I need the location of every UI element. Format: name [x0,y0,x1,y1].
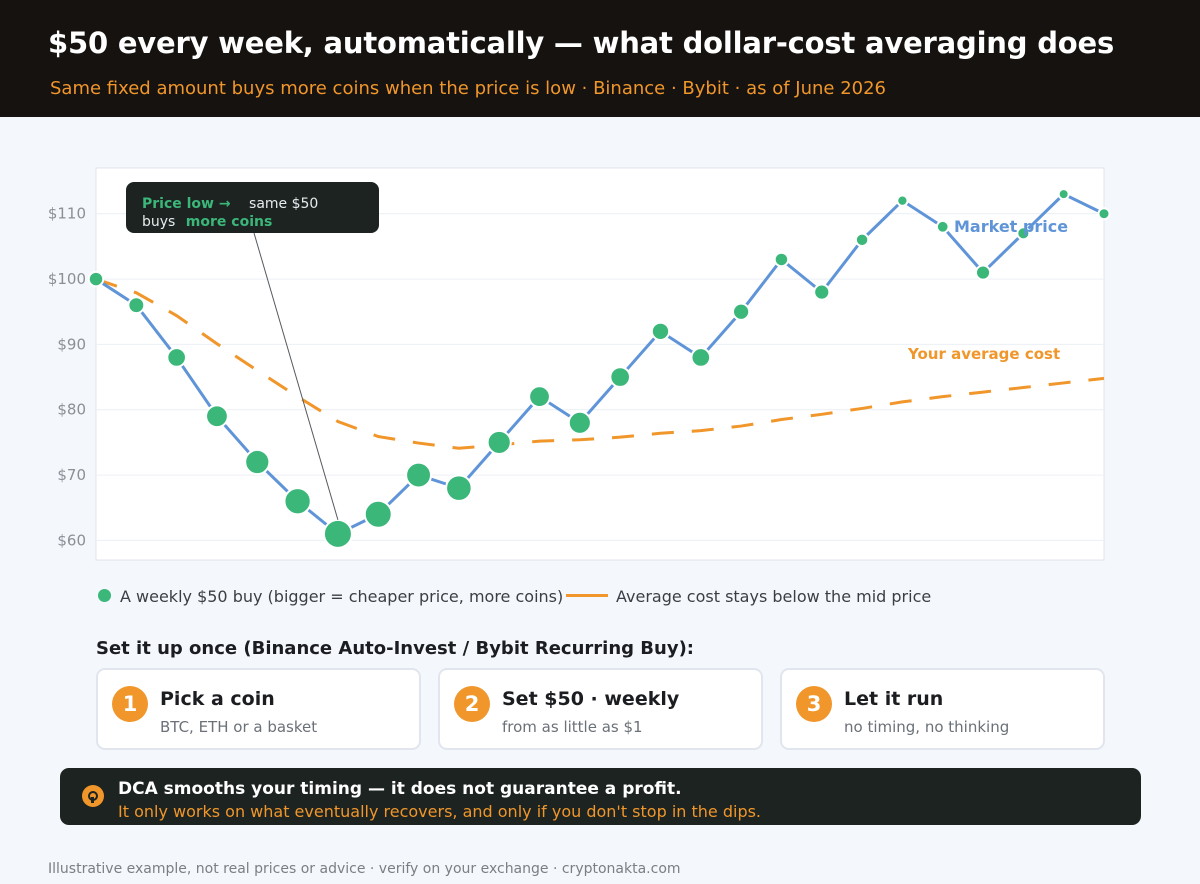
buy-point [567,410,592,435]
y-tick-label: $60 [57,531,86,549]
buy-point [486,429,512,455]
y-tick-label: $70 [57,466,86,484]
buy-point [405,461,433,489]
buy-point [854,232,870,248]
buy-point [974,264,992,281]
page-subtitle: Same fixed amount buys more coins when t… [50,78,886,99]
step-number: 1 [112,686,148,722]
page-title: $50 every week, automatically — what dol… [48,26,1115,60]
step-description: no timing, no thinking [844,718,1010,736]
buy-point [528,385,551,409]
lightbulb-icon [82,785,104,807]
average-cost-series [95,277,1105,450]
average-cost-line [95,277,1105,450]
warning-title: DCA smooths your timing — it does not gu… [118,779,682,799]
buy-point [322,518,353,549]
buy-point [1097,207,1111,221]
step-number: 2 [454,686,490,722]
buy-point [87,270,105,288]
annotation-same-amount: same $50 [249,196,318,212]
price-low-annotation: Price low → same $50 buys more coins [126,182,379,521]
buy-point [205,404,229,429]
buy-point [1057,188,1070,201]
header: $50 every week, automatically — what dol… [0,0,1200,117]
y-tick-label: $90 [57,335,86,353]
plot-area [95,167,1105,561]
legend-buy-marker [98,589,111,602]
step-title: Set $50 · weekly [502,688,680,710]
buy-point [127,296,146,315]
step-title: Let it run [844,688,944,710]
y-tick-label: $110 [48,205,86,223]
y-tick-label: $80 [57,401,86,419]
buy-point [166,347,187,368]
buy-point [732,302,751,321]
buy-points [87,188,1111,549]
buy-point [609,366,632,388]
step-card-set-amount: 2 Set $50 · weekly from as little as $1 [438,668,763,750]
annotation-line1: Price low → same $50 [142,196,318,212]
step-card-let-it-run: 3 Let it run no timing, no thinking [780,668,1105,750]
setup-title: Set it up once (Binance Auto-Invest / By… [96,638,694,659]
dca-chart: $60 $70 $80 $90 $100 $110 Market price Your av… [48,167,1111,561]
buy-point [896,194,909,207]
footer-disclaimer: Illustrative example, not real prices or… [48,861,681,877]
buy-point [650,321,671,341]
warning-subtitle: It only works on what eventually recover… [118,802,762,821]
warning-banner: DCA smooths your timing — it does not gu… [60,768,1141,825]
y-axis-ticks: $60 $70 $80 $90 $100 $110 [48,205,86,550]
average-cost-label: Your average cost [907,345,1060,363]
buy-point [283,487,312,516]
buy-point [690,347,712,368]
annotation-line2: buys more coins [142,214,272,230]
step-title: Pick a coin [160,688,275,710]
buy-point [445,474,473,502]
legend-average-marker [566,594,608,597]
buy-point [773,251,790,268]
buy-point [935,219,950,234]
y-tick-label: $100 [48,270,86,288]
buy-point [813,283,831,301]
annotation-price-low: Price low → [142,196,231,212]
legend-average-label: Average cost stays below the mid price [616,587,932,606]
step-description: from as little as $1 [502,718,643,736]
annotation-more-coins: more coins [186,214,273,230]
buy-point [363,499,393,529]
step-card-pick-coin: 1 Pick a coin BTC, ETH or a basket [96,668,421,750]
legend-buy-label: A weekly $50 buy (bigger = cheaper price… [120,587,564,606]
step-number: 3 [796,686,832,722]
series-labels: Market price Your average cost [907,217,1068,363]
annotation-pointer [253,232,339,521]
annotation-box [126,182,379,233]
step-description: BTC, ETH or a basket [160,718,318,736]
market-price-label: Market price [954,217,1068,236]
grid-lines [96,213,1104,541]
buy-point [1016,226,1031,241]
buy-point [244,448,271,476]
annotation-buys: buys [142,214,175,230]
